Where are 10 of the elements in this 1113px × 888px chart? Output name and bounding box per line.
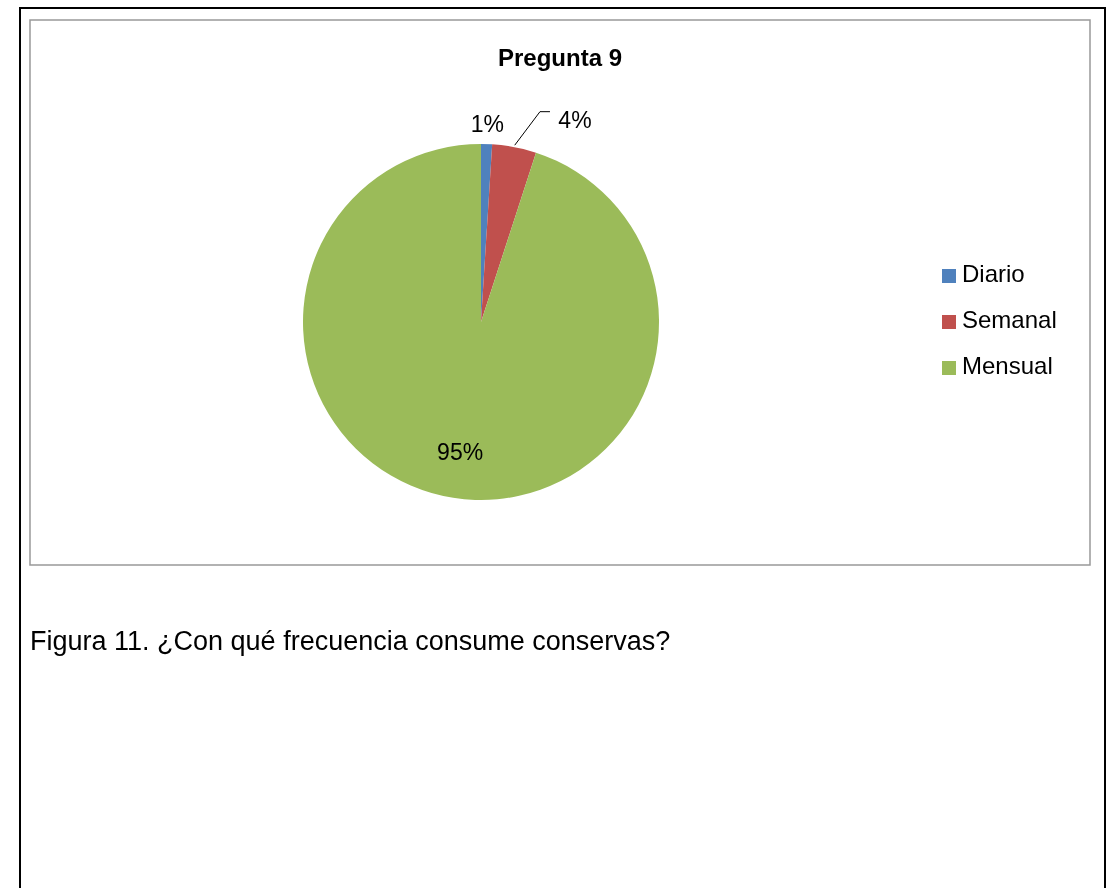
legend-label: Mensual <box>962 352 1053 380</box>
chart-title: Pregunta 9 <box>497 44 623 71</box>
pie-slice <box>481 144 537 322</box>
legend-label: Semanal <box>962 306 1057 334</box>
text: Figura 11. ¿Con qué frecuencia consume conservas? <box>30 626 671 656</box>
data-label: 95% <box>437 438 484 465</box>
pie-slice <box>303 144 659 500</box>
data-label: 1% <box>470 111 504 138</box>
legend-label: Diario <box>962 260 1025 288</box>
data-label: 4% <box>558 106 592 133</box>
